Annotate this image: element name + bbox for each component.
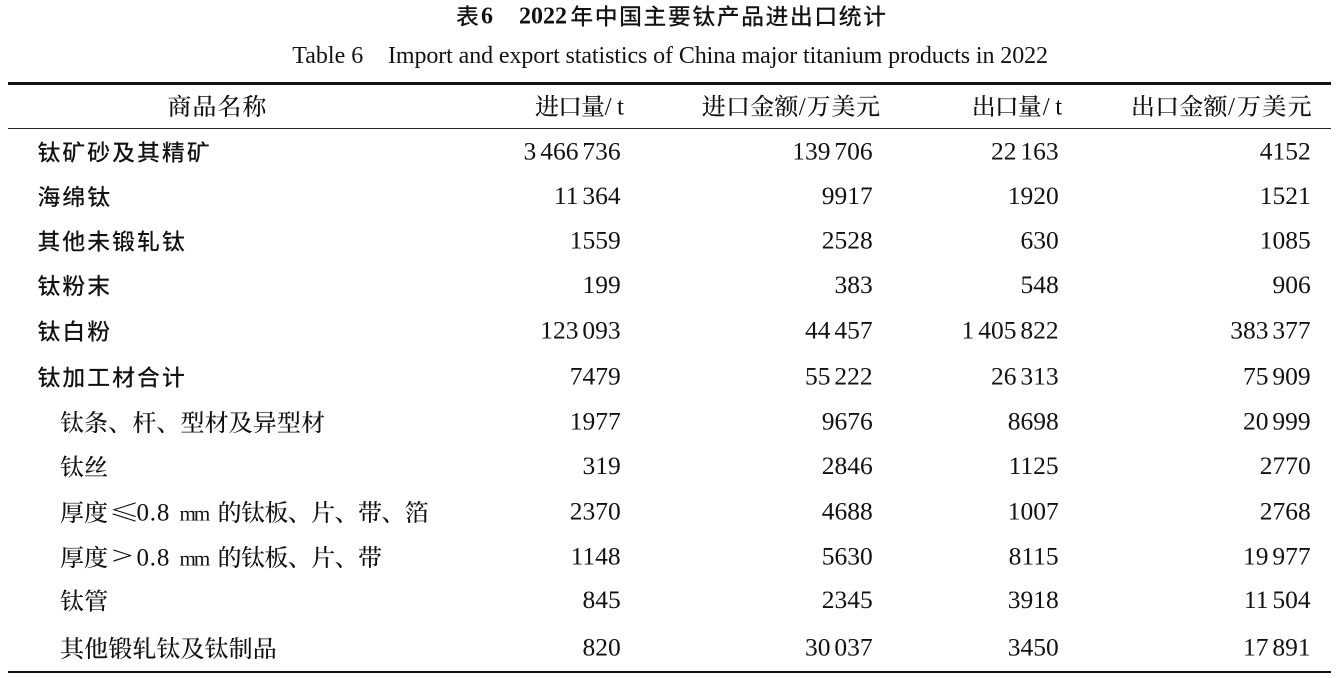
svg-text:1148: 1148 — [571, 542, 621, 571]
svg-text:4152: 4152 — [1260, 137, 1311, 166]
svg-text:mm: mm — [180, 502, 210, 526]
svg-text:17 891: 17 891 — [1243, 633, 1311, 662]
svg-text:199: 199 — [582, 270, 620, 299]
svg-text:mm: mm — [180, 547, 210, 571]
svg-text:55 222: 55 222 — [805, 362, 873, 391]
svg-text:1977: 1977 — [570, 407, 621, 436]
svg-text:3 466 736: 3 466 736 — [523, 137, 620, 166]
svg-text:20 999: 20 999 — [1243, 407, 1311, 436]
svg-text:1 405 822: 1 405 822 — [961, 316, 1058, 345]
svg-text:44 457: 44 457 — [805, 316, 873, 345]
svg-text:9676: 9676 — [822, 407, 873, 436]
svg-text:845: 845 — [582, 585, 620, 614]
svg-text:123 093: 123 093 — [540, 316, 620, 345]
svg-text:319: 319 — [582, 451, 620, 480]
svg-text:Table 6: Table 6 — [292, 43, 363, 69]
svg-text:1559: 1559 — [570, 226, 621, 255]
svg-text:9917: 9917 — [822, 181, 873, 210]
svg-text:/: / — [799, 94, 806, 121]
svg-text:2022: 2022 — [519, 4, 567, 30]
svg-text:906: 906 — [1272, 270, 1310, 299]
svg-text:1521: 1521 — [1260, 181, 1311, 210]
svg-text:2846: 2846 — [822, 451, 873, 480]
svg-text:2370: 2370 — [570, 497, 621, 526]
svg-text:139 706: 139 706 — [792, 137, 872, 166]
svg-text:1085: 1085 — [1260, 226, 1311, 255]
svg-text:548: 548 — [1020, 270, 1058, 299]
svg-text:2528: 2528 — [822, 226, 873, 255]
svg-text:7479: 7479 — [570, 362, 621, 391]
svg-text:/: / — [1228, 94, 1235, 121]
svg-text:6: 6 — [481, 4, 493, 30]
svg-text:19 977: 19 977 — [1243, 542, 1311, 571]
svg-text:2768: 2768 — [1260, 497, 1311, 526]
svg-text:0.8: 0.8 — [137, 500, 171, 527]
svg-text:/t: /t — [1043, 94, 1068, 121]
svg-text:383: 383 — [834, 270, 872, 299]
svg-text:26 313: 26 313 — [991, 362, 1059, 391]
svg-text:2345: 2345 — [822, 585, 873, 614]
svg-text:383 377: 383 377 — [1230, 316, 1311, 345]
svg-text:630: 630 — [1020, 226, 1058, 255]
svg-text:>: > — [112, 543, 134, 571]
svg-text:820: 820 — [582, 633, 620, 662]
svg-text:30 037: 30 037 — [805, 633, 873, 662]
svg-text:11 364: 11 364 — [554, 181, 621, 210]
svg-text:75 909: 75 909 — [1243, 362, 1311, 391]
svg-text:3918: 3918 — [1008, 585, 1059, 614]
svg-text:22 163: 22 163 — [991, 137, 1059, 166]
svg-text:3450: 3450 — [1008, 633, 1059, 662]
svg-text:4688: 4688 — [822, 497, 873, 526]
svg-text:0.8: 0.8 — [137, 545, 171, 572]
svg-text:Import and export statistics o: Import and export statistics of China ma… — [388, 43, 1048, 69]
svg-text:11 504: 11 504 — [1244, 585, 1311, 614]
svg-text:8698: 8698 — [1008, 407, 1059, 436]
svg-text:8115: 8115 — [1009, 542, 1059, 571]
svg-text:1007: 1007 — [1008, 497, 1059, 526]
svg-text:2770: 2770 — [1260, 451, 1311, 480]
svg-text:1125: 1125 — [1009, 451, 1059, 480]
svg-text:/t: /t — [605, 94, 630, 121]
svg-text:5630: 5630 — [822, 542, 873, 571]
svg-text:1920: 1920 — [1008, 181, 1059, 210]
